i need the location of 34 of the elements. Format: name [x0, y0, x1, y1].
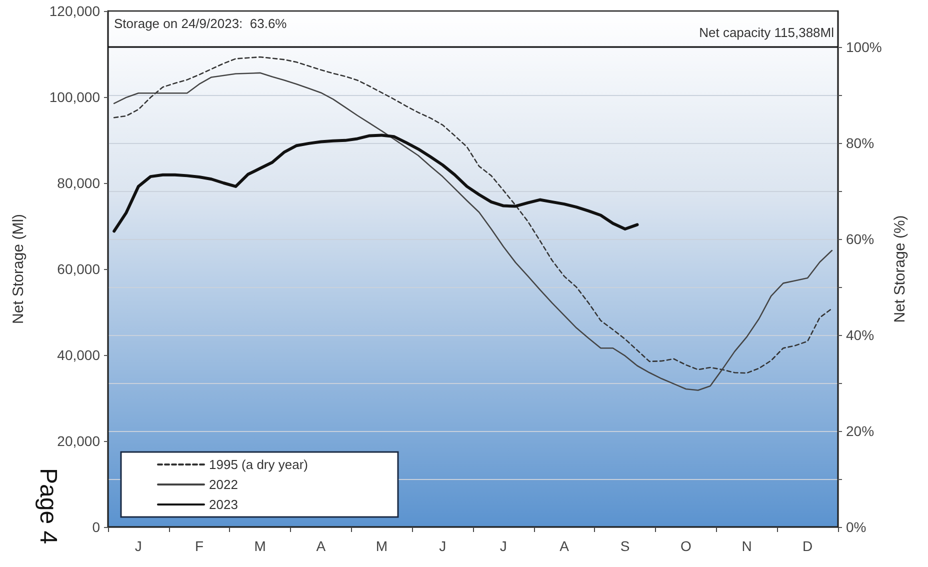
x-tick-label: D	[802, 538, 813, 554]
text: Page 4	[34, 468, 62, 544]
y-tick-label: 40,000	[57, 347, 100, 363]
annotation: Storage on 24/9/2023: 63.6%	[114, 16, 288, 31]
x-tick-label: M	[376, 538, 388, 554]
y2-tick-label: 40%	[846, 327, 874, 343]
y-tick-label: 0	[92, 519, 100, 535]
ref-line-label: Net capacity 115,388Ml	[699, 25, 834, 40]
x-tick-label: F	[194, 538, 204, 554]
y2-tick-label: 80%	[846, 135, 874, 151]
x-tick-label: N	[742, 538, 752, 554]
legend-label: 1995 (a dry year)	[209, 457, 308, 472]
y-axis-title: Net Storage (Ml)	[10, 214, 27, 324]
x-tick-label: J	[500, 538, 507, 554]
y2-tick-label: 60%	[846, 231, 874, 247]
x-tick-label: S	[620, 538, 630, 554]
y-tick-label: 100,000	[49, 89, 100, 105]
y2-axis-title: Net Storage (%)	[892, 215, 909, 323]
x-tick-label: J	[439, 538, 446, 554]
y2-tick-label: 20%	[846, 423, 874, 439]
y-tick-label: 120,000	[49, 3, 100, 19]
y2-tick-label: 0%	[846, 519, 866, 535]
y2-tick-label: 100%	[846, 39, 882, 55]
x-tick-label: J	[134, 538, 142, 554]
y-tick-label: 80,000	[57, 175, 100, 191]
x-tick-label: O	[680, 538, 692, 554]
legend-label: 2023	[209, 497, 238, 512]
y-tick-label: 60,000	[57, 261, 100, 277]
x-tick-label: A	[560, 538, 570, 554]
x-tick-label: A	[316, 538, 326, 554]
line-series	[112, 134, 639, 233]
x-tick-label: M	[254, 538, 266, 554]
legend-label: 2022	[209, 477, 238, 492]
y-tick-label: 20,000	[57, 433, 100, 449]
